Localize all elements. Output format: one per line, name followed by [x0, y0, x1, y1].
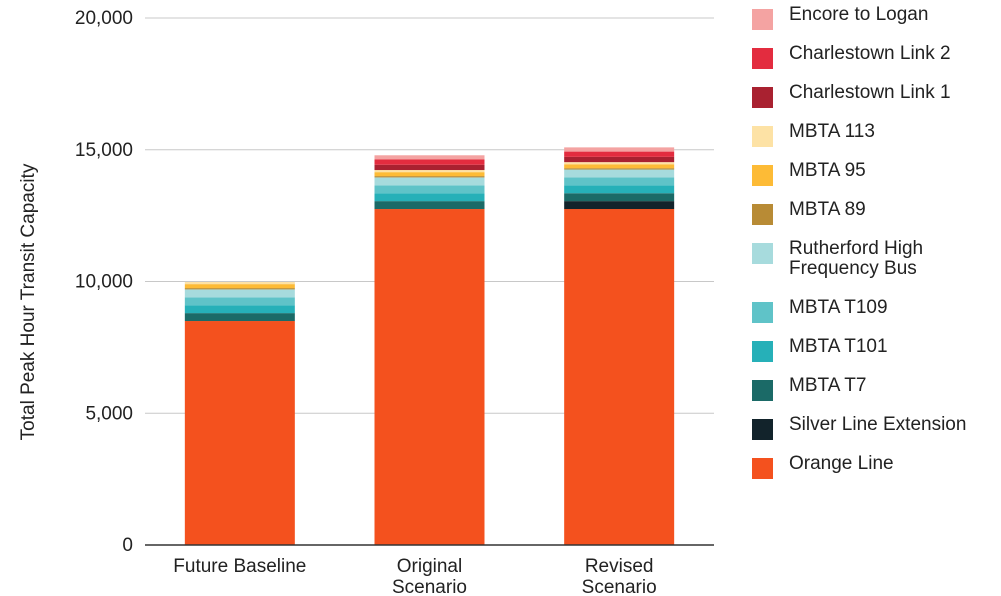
- legend-swatch: [752, 165, 773, 186]
- bar-segment: [564, 147, 675, 152]
- bar-segment: [184, 313, 295, 322]
- legend-swatch: [752, 302, 773, 323]
- legend-label: MBTA T109: [789, 297, 888, 318]
- bar-segment: [374, 176, 485, 178]
- bar-segment: [184, 297, 295, 306]
- y-axis-label: Total Peak Hour Transit Capacity: [18, 163, 39, 440]
- legend-item: MBTA 89: [752, 200, 999, 225]
- legend-item: MBTA 95: [752, 161, 999, 186]
- y-tick-label: 20,000: [75, 8, 133, 29]
- bar-segment: [374, 193, 485, 202]
- legend-label: Silver Line Extension: [789, 414, 967, 435]
- bar-segment: [374, 177, 485, 186]
- bar-segment: [374, 185, 485, 194]
- legend-swatch: [752, 9, 773, 30]
- bar-segment: [564, 164, 675, 169]
- bars: [184, 147, 675, 545]
- legend-swatch: [752, 419, 773, 440]
- bar-segment: [374, 209, 485, 545]
- bar-segment: [184, 305, 295, 314]
- x-axis-ticks: Future Baseline OriginalScenarioRevisedSc…: [173, 556, 656, 596]
- bar-segment: [184, 282, 295, 285]
- bar-segment: [564, 162, 675, 165]
- bar-segment: [564, 185, 675, 194]
- bar-segment: [564, 201, 675, 210]
- legend-item: Charlestown Link 2: [752, 44, 999, 69]
- legend-item: MBTA 113: [752, 122, 999, 147]
- y-tick-label: 10,000: [75, 272, 133, 293]
- legend-label: Charlestown Link 1: [789, 82, 951, 103]
- legend-item: Orange Line: [752, 454, 999, 479]
- bar-segment: [374, 159, 485, 165]
- legend-label: Encore to Logan: [789, 4, 929, 25]
- bar-segment: [184, 284, 295, 289]
- bar-segment: [374, 155, 485, 160]
- legend-label: Charlestown Link 2: [789, 43, 951, 64]
- bar-segment: [184, 289, 295, 298]
- legend-item: Charlestown Link 1: [752, 83, 999, 108]
- legend-item: MBTA T7: [752, 376, 999, 401]
- legend-swatch: [752, 458, 773, 479]
- bar-segment: [374, 172, 485, 177]
- bar-segment: [564, 151, 675, 157]
- legend-label: MBTA 95: [789, 160, 866, 181]
- legend-swatch: [752, 48, 773, 69]
- legend-swatch: [752, 87, 773, 108]
- legend-label: MBTA 113: [789, 121, 875, 142]
- legend-swatch: [752, 126, 773, 147]
- legend-item: Encore to Logan: [752, 5, 999, 30]
- legend-swatch: [752, 380, 773, 401]
- legend-item: MBTA T101: [752, 337, 999, 362]
- legend-label: MBTA T7: [789, 375, 867, 396]
- y-tick-label: 0: [122, 535, 133, 556]
- legend-label: MBTA T101: [789, 336, 888, 357]
- x-tick-label: Original: [397, 556, 462, 577]
- bar-segment: [374, 164, 485, 171]
- x-tick-label: Revised: [585, 556, 654, 577]
- x-tick-label: Future Baseline: [173, 556, 306, 577]
- bar-segment: [184, 321, 295, 545]
- legend-item: Rutherford High Frequency Bus: [752, 239, 999, 279]
- y-tick-label: 15,000: [75, 140, 133, 161]
- bar-segment: [374, 201, 485, 210]
- legend-label: Rutherford High Frequency Bus: [789, 238, 924, 279]
- bar-segment: [564, 168, 675, 170]
- bar-segment: [564, 209, 675, 545]
- x-tick-label-line2: Scenario: [392, 577, 467, 596]
- y-axis-ticks: 0 5,000 10,000 15,000 20,000: [75, 8, 133, 556]
- y-tick-label: 5,000: [85, 403, 133, 424]
- legend-swatch: [752, 204, 773, 225]
- bar-segment: [184, 288, 295, 290]
- legend-swatch: [752, 243, 773, 264]
- legend-item: MBTA T109: [752, 298, 999, 323]
- legend-label: Orange Line: [789, 453, 894, 474]
- legend-label: MBTA 89: [789, 199, 866, 220]
- legend-swatch: [752, 341, 773, 362]
- bar-segment: [564, 177, 675, 186]
- bar-segment: [374, 170, 485, 173]
- x-tick-label-line2: Scenario: [582, 577, 657, 596]
- legend-item: Silver Line Extension: [752, 415, 999, 440]
- bar-segment: [564, 193, 675, 202]
- bar-segment: [564, 156, 675, 163]
- bar-segment: [564, 169, 675, 178]
